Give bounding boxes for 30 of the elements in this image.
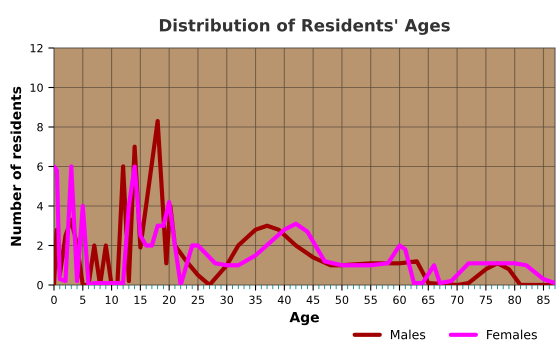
x-tick-label: 20	[162, 296, 176, 304]
y-tick-label: 4	[37, 202, 43, 210]
x-tick-label: 30	[220, 296, 234, 304]
x-tick-label: 25	[192, 296, 204, 304]
y-tick-label: 0	[37, 280, 43, 290]
x-tick-label: 75	[480, 296, 492, 304]
y-tick-label: 2	[37, 241, 42, 250]
y-axis-title: Number of residents	[10, 86, 22, 246]
legend-label: Females	[487, 330, 537, 340]
x-tick-label: 70	[450, 296, 464, 304]
x-tick-label: 45	[306, 296, 320, 304]
y-tick-label: 8	[37, 122, 43, 132]
y-tick-label: 10	[30, 83, 43, 92]
x-tick-label: 65	[422, 296, 434, 304]
x-tick-label: 5	[80, 296, 86, 304]
x-tick-label: 15	[134, 296, 146, 304]
x-tick-label: 0	[51, 296, 57, 304]
x-tick-label: 50	[336, 296, 348, 304]
x-tick-label: 85	[537, 296, 550, 304]
x-tick-label: 40	[278, 296, 291, 304]
legend-label: Males	[390, 330, 426, 340]
x-tick-label: 35	[249, 296, 262, 304]
x-tick-label: 55	[364, 296, 377, 304]
x-tick-label: 80	[508, 296, 522, 304]
chart-title: Distribution of Residents' Ages	[160, 18, 450, 35]
y-tick-label: 6	[37, 162, 43, 171]
x-tick-label: 60	[393, 296, 406, 304]
x-axis-title: Age	[290, 312, 319, 326]
x-tick-label: 10	[106, 296, 118, 304]
y-tick-label: 12	[30, 44, 42, 52]
